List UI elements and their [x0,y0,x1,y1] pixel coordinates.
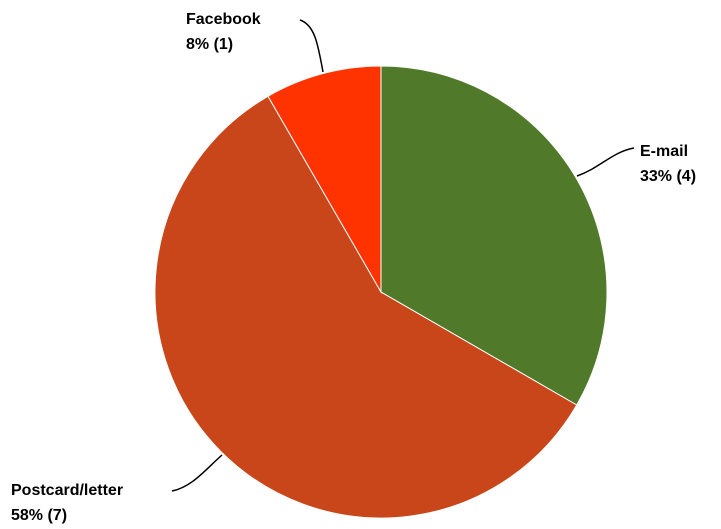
pie-slice-e-mail [380,65,608,406]
slice-label-facebook-value: 8% (1) [186,36,233,53]
leader-lines [171,19,635,492]
slice-label-postcard-letter-value: 58% (7) [11,507,67,524]
slice-label-postcard-letter-name: Postcard/letter [11,482,123,499]
pie-slice-facebook [267,65,382,294]
leader-line-e-mail [576,147,635,177]
leader-line-postcard-letter [171,454,223,492]
pie-slice-postcard-letter [154,95,578,519]
slice-labels: E-mail 33% (4) Postcard/letter 58% (7) F… [11,11,696,524]
slice-label-facebook-name: Facebook [186,11,261,28]
slice-label-e-mail-value: 33% (4) [640,168,696,185]
leader-line-facebook [299,19,324,73]
pie-slices [154,65,608,519]
slice-label-e-mail-name: E-mail [640,143,688,160]
